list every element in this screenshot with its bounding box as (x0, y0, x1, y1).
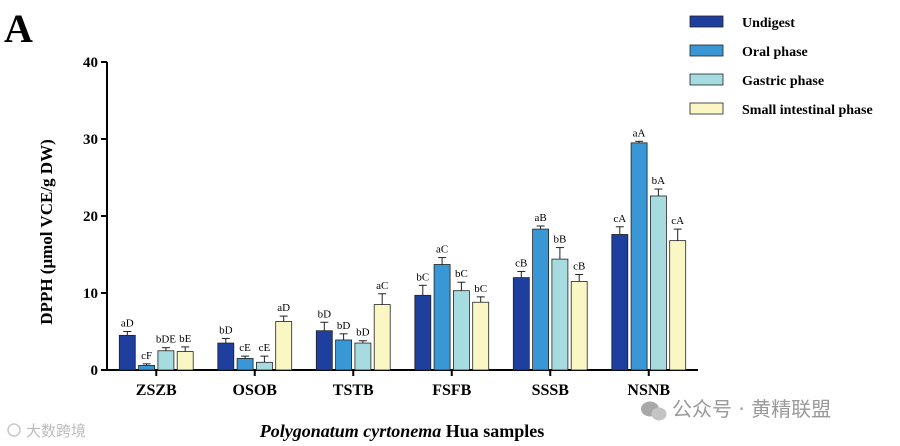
x-axis: ZSZB OSOB TSTB FSFB SSSB NSNB (107, 369, 698, 399)
legend-swatch (689, 44, 724, 57)
significance-label: cB (573, 261, 585, 273)
panel-letter: A (4, 6, 33, 51)
significance-label: bD (356, 327, 370, 339)
wechat-icon (641, 401, 667, 421)
x-tick-label: NSNB (627, 382, 670, 399)
x-tick-label: SSSB (532, 382, 570, 399)
bar (275, 321, 293, 371)
bars-layer: aD cF bDE bE bD cE cE aD bD bD bD aC bC aC bC bC cB aB bB c… (118, 127, 687, 371)
bar (669, 240, 687, 371)
y-tick-label: 40 (83, 55, 98, 71)
y-tick-label: 30 (83, 132, 98, 148)
bar (315, 330, 333, 371)
significance-label: bC (416, 271, 429, 283)
bar (373, 304, 391, 371)
significance-label: cA (613, 213, 626, 225)
x-axis-label-rest: Hua samples (441, 421, 544, 441)
significance-label: bD (318, 308, 332, 320)
bar (650, 195, 667, 371)
significance-label: bC (455, 268, 468, 280)
legend-label: Gastric phase (742, 74, 824, 89)
bar (157, 350, 175, 371)
watermark-logo-icon (7, 423, 21, 437)
y-axis: 0 10 20 30 40 (83, 55, 108, 379)
x-tick-label: OSOB (233, 382, 278, 399)
significance-label: aC (376, 280, 388, 292)
watermark-right-text: 公众号 · 黄精联盟 (672, 397, 831, 421)
legend-swatch (689, 102, 724, 115)
significance-label: cE (259, 342, 271, 354)
significance-label: cB (515, 257, 527, 269)
significance-label: aC (436, 244, 448, 256)
significance-label: aB (534, 212, 546, 224)
x-axis-label-italic: Polygonatum cyrtonema (259, 421, 442, 441)
significance-label: bA (652, 175, 666, 187)
significance-label: bD (219, 324, 233, 336)
significance-label: cE (239, 342, 251, 354)
bar (611, 234, 629, 371)
significance-label: bB (553, 234, 566, 246)
legend-swatch (689, 15, 724, 28)
significance-label: cF (141, 350, 152, 362)
significance-label: bC (474, 283, 487, 295)
watermark-right: 公众号 · 黄精联盟 (641, 397, 831, 421)
x-tick-label: TSTB (333, 382, 374, 399)
significance-label: aD (121, 318, 134, 330)
bar (255, 361, 273, 371)
bar (532, 228, 549, 371)
bar (452, 290, 470, 371)
x-tick-label: ZSZB (136, 382, 177, 399)
significance-label: aA (633, 127, 646, 139)
bar (217, 342, 235, 371)
x-tick-label: FSFB (432, 382, 471, 399)
y-tick-label: 0 (91, 363, 99, 379)
bar (176, 351, 194, 371)
bar (551, 258, 569, 371)
legend-label: Oral phase (742, 45, 808, 60)
significance-label: aD (277, 302, 290, 314)
bar (414, 294, 432, 371)
watermark-left-text: 大数跨境 (26, 422, 86, 440)
legend-label: Undigest (742, 16, 795, 31)
x-axis-label: Polygonatum cyrtonema Hua samples (259, 421, 545, 441)
significance-label: bE (179, 333, 192, 345)
bar (433, 264, 451, 371)
y-tick-label: 20 (83, 209, 98, 225)
bar (236, 358, 254, 371)
significance-label: bDE (156, 334, 176, 346)
bar (335, 339, 353, 371)
significance-label: cA (671, 215, 684, 227)
legend-swatch (689, 73, 724, 86)
bar (354, 342, 372, 371)
bar (138, 364, 156, 371)
significance-label: bD (337, 320, 351, 332)
bar (118, 334, 136, 371)
bar (472, 301, 490, 371)
y-tick-label: 10 (83, 286, 98, 302)
legend: Undigest Oral phase Gastric phase Small int… (689, 15, 873, 118)
bar (630, 142, 648, 371)
y-axis-label: DPPH (μmol VCE/g DW) (37, 139, 56, 324)
bar (570, 281, 588, 371)
bar (512, 277, 530, 371)
legend-label: Small intestinal phase (742, 103, 873, 118)
watermark-left: 大数跨境 (7, 422, 86, 440)
